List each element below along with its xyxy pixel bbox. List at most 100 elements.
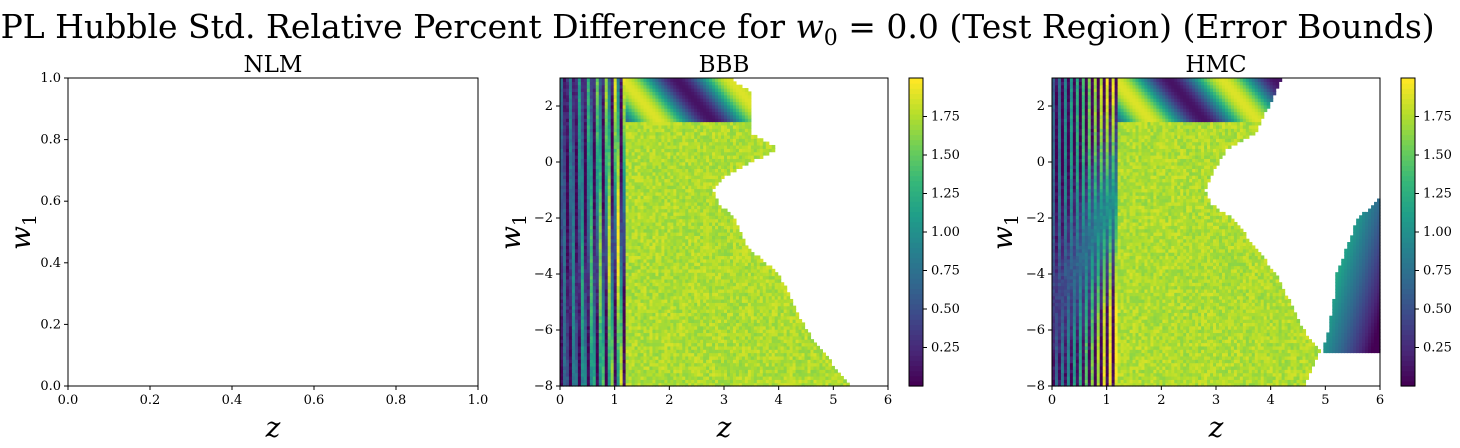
heatmap-cell	[601, 232, 606, 236]
heatmap-cell	[613, 188, 618, 193]
heatmap-cell	[619, 242, 624, 246]
heatmap-cell	[625, 155, 630, 159]
heatmap-cell	[595, 228, 600, 233]
heatmap-cell	[735, 382, 740, 387]
heatmap-cell	[679, 185, 683, 190]
heatmap-cell	[592, 285, 597, 290]
heatmap-cell	[604, 345, 609, 350]
heatmap-cell	[738, 285, 743, 290]
heatmap-cell	[613, 171, 618, 176]
heatmap-cell	[568, 275, 573, 280]
heatmap-cell	[712, 345, 716, 350]
heatmap-cell	[682, 262, 686, 267]
heatmap-cell	[777, 332, 782, 337]
heatmap-cell	[831, 369, 835, 374]
heatmap-cell	[697, 168, 701, 173]
heatmap-cell	[601, 188, 606, 193]
heatmap-cell	[682, 238, 686, 243]
heatmap-cell	[724, 309, 728, 313]
heatmap-cell	[646, 161, 651, 166]
heatmap-cell	[625, 322, 630, 327]
heatmap-cell	[831, 365, 835, 370]
heatmap-cell	[619, 245, 624, 250]
heatmap-cell	[661, 161, 665, 166]
heatmap-cell	[583, 248, 588, 253]
heatmap-cell	[595, 205, 600, 210]
heatmap-cell	[721, 319, 725, 323]
heatmap-cell	[670, 178, 674, 183]
heatmap-cell	[741, 278, 746, 283]
heatmap-cell	[664, 228, 668, 233]
heatmap-cell	[574, 225, 579, 230]
heatmap-cell	[583, 255, 588, 260]
heatmap-cell	[813, 345, 818, 350]
heatmap-cell	[574, 295, 579, 300]
heatmap-cell	[729, 155, 734, 159]
heatmap-cell	[703, 375, 707, 380]
heatmap-cell	[658, 282, 662, 287]
heatmap-cell	[592, 305, 597, 310]
heatmap-cell	[813, 342, 818, 347]
heatmap-cell	[807, 359, 812, 364]
heatmap-cell	[741, 365, 746, 370]
heatmap-cell	[718, 305, 722, 310]
heatmap-cell	[709, 329, 713, 334]
heatmap-cell	[688, 228, 692, 233]
heatmap-cell	[741, 262, 746, 267]
heatmap-cell	[694, 188, 698, 193]
heatmap-cell	[780, 329, 785, 334]
heatmap-cell	[697, 295, 701, 300]
heatmap-cell	[604, 285, 609, 290]
heatmap-cell	[685, 198, 689, 203]
heatmap-cell	[712, 375, 716, 380]
heatmap-cell	[610, 175, 615, 180]
heatmap-cell	[562, 262, 567, 267]
heatmap-cell	[560, 302, 564, 307]
heatmap-cell	[604, 379, 609, 384]
heatmap-cell	[688, 248, 692, 253]
heatmap-cell	[643, 165, 648, 169]
heatmap-cell	[598, 258, 603, 263]
heatmap-cell	[610, 232, 615, 236]
heatmap-cell	[571, 228, 576, 233]
heatmap-cell	[601, 225, 606, 230]
heatmap-cell	[753, 268, 758, 273]
heatmap-cell	[712, 278, 716, 283]
heatmap-cell	[643, 369, 648, 374]
heatmap-cell	[712, 218, 716, 223]
heatmap-cell	[729, 325, 734, 330]
heatmap-cell	[601, 158, 606, 163]
heatmap-cell	[634, 215, 639, 220]
heatmap-cell	[598, 372, 603, 377]
heatmap-cell	[688, 265, 692, 270]
heatmap-cell	[729, 349, 734, 354]
heatmap-cell	[565, 155, 570, 159]
heatmap-cell	[780, 362, 785, 367]
heatmap-cell	[712, 185, 716, 190]
heatmap-cell	[700, 232, 704, 236]
heatmap-cell	[718, 178, 722, 183]
heatmap-cell	[628, 322, 633, 327]
heatmap-cell	[703, 265, 707, 270]
heatmap-cell	[628, 292, 633, 297]
heatmap-cell	[646, 168, 651, 173]
heatmap-cell	[589, 305, 594, 310]
heatmap-cell	[643, 211, 648, 216]
heatmap-cell	[592, 352, 597, 357]
heatmap-cell	[616, 305, 621, 310]
heatmap-cell	[664, 332, 668, 337]
heatmap-cell	[634, 335, 639, 340]
heatmap-cell	[628, 309, 633, 313]
heatmap-cell	[613, 349, 618, 354]
heatmap-cell	[571, 325, 576, 330]
heatmap-cell	[738, 278, 743, 283]
heatmap-cell	[643, 339, 648, 344]
heatmap-cell	[592, 342, 597, 347]
heatmap-cell	[592, 329, 597, 334]
heatmap-cell	[664, 278, 668, 283]
heatmap-cell	[741, 305, 746, 310]
heatmap-cell	[655, 309, 659, 313]
heatmap-cell	[718, 288, 722, 293]
heatmap-cell	[658, 225, 662, 230]
heatmap-cell	[715, 181, 719, 186]
